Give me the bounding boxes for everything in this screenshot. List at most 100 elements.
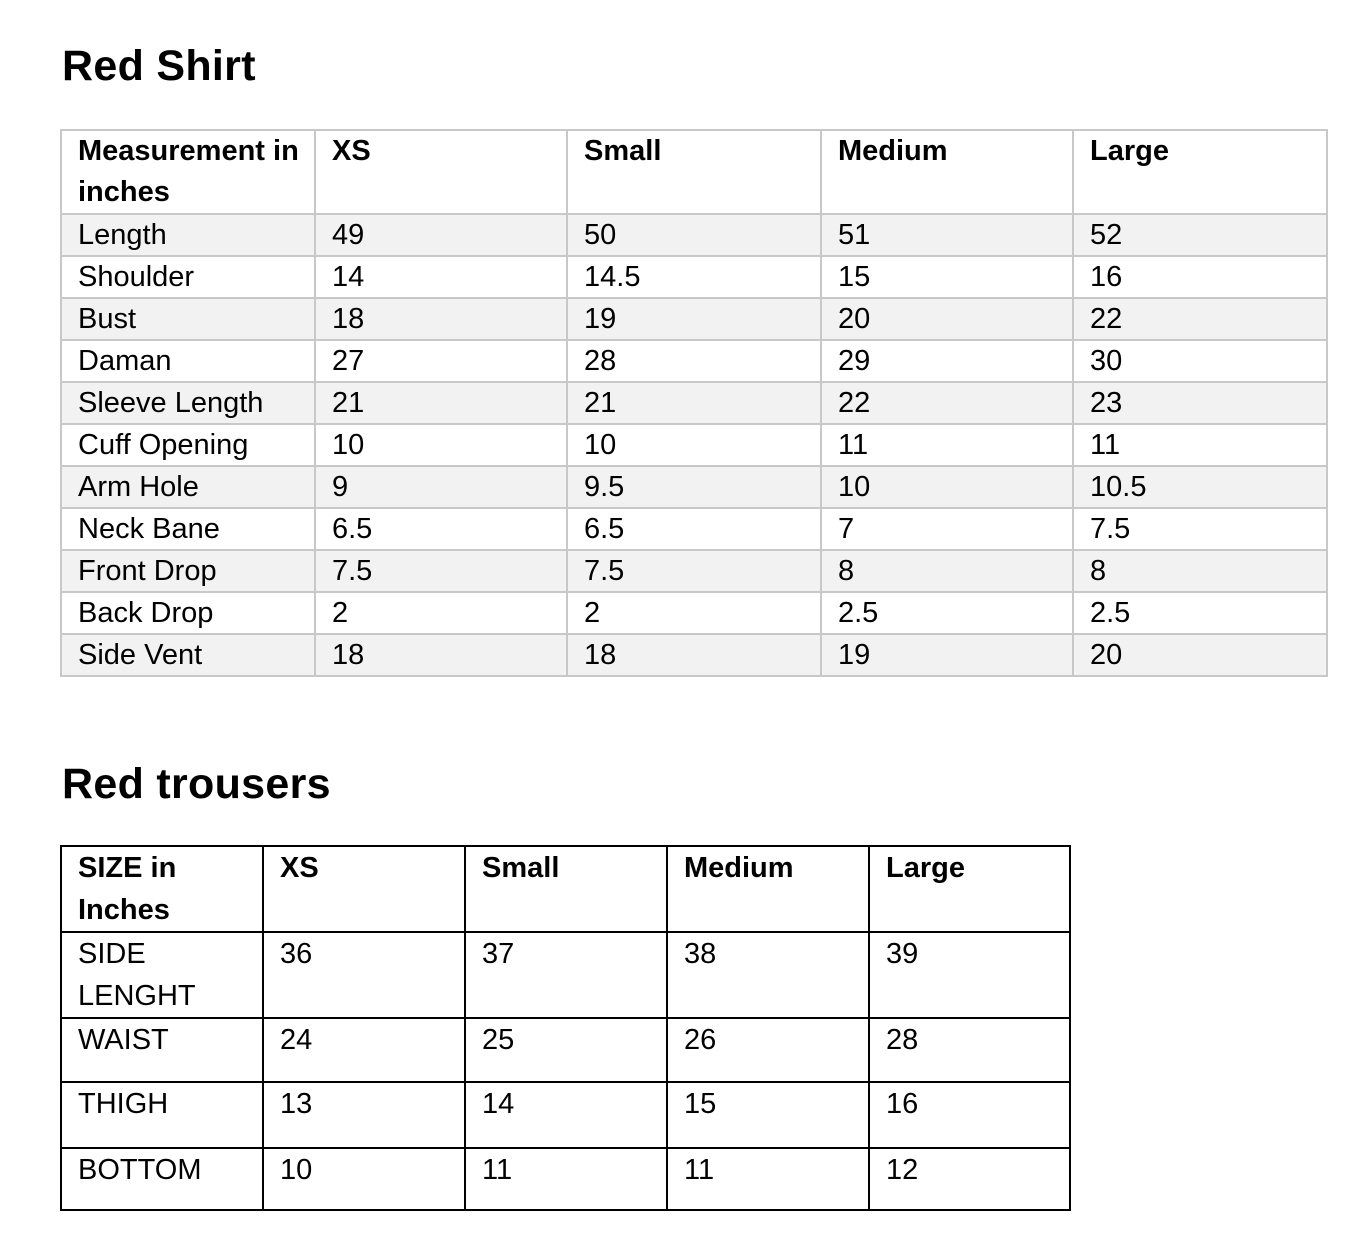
table-cell: 10	[566, 423, 822, 467]
table-cell: 15	[820, 255, 1074, 299]
table-row: Side Vent 18 18 19 20	[60, 633, 1328, 677]
table-cell: 52	[1072, 213, 1328, 257]
table-header-row: Measurement in inches XS Small Medium Large	[60, 129, 1328, 215]
row-label: Cuff Opening	[60, 423, 316, 467]
table-cell: 8	[820, 549, 1074, 593]
table-cell: 51	[820, 213, 1074, 257]
table-cell: 49	[314, 213, 568, 257]
table-row: Cuff Opening 10 10 11 11	[60, 423, 1328, 467]
table-cell: 27	[314, 339, 568, 383]
column-header: Medium	[820, 129, 1074, 215]
row-label: Length	[60, 213, 316, 257]
table-cell: 22	[820, 381, 1074, 425]
table-cell: 7.5	[566, 549, 822, 593]
table-cell: 14	[464, 1081, 668, 1149]
table-cell: 28	[566, 339, 822, 383]
table-cell: 16	[868, 1081, 1071, 1149]
table-cell: 12	[868, 1147, 1071, 1211]
table-row: Length 49 50 51 52	[60, 213, 1328, 257]
table-cell: 19	[820, 633, 1074, 677]
table-row: WAIST 24 25 26 28	[60, 1017, 1071, 1083]
column-header: XS	[314, 129, 568, 215]
table-cell: 10	[314, 423, 568, 467]
table-cell: 14.5	[566, 255, 822, 299]
table-cell: 7.5	[314, 549, 568, 593]
table-cell: 9	[314, 465, 568, 509]
row-label: Neck Bane	[60, 507, 316, 551]
table-cell: 30	[1072, 339, 1328, 383]
table-cell: 37	[464, 931, 668, 1019]
table-cell: 2.5	[820, 591, 1074, 635]
table-row: Arm Hole 9 9.5 10 10.5	[60, 465, 1328, 509]
table-cell: 10	[820, 465, 1074, 509]
table-cell: 2	[314, 591, 568, 635]
table-row: Daman 27 28 29 30	[60, 339, 1328, 383]
table-cell: 11	[1072, 423, 1328, 467]
trousers-title: Red trousers	[62, 760, 331, 808]
row-label: Back Drop	[60, 591, 316, 635]
table-cell: 9.5	[566, 465, 822, 509]
table-cell: 11	[464, 1147, 668, 1211]
table-cell: 16	[1072, 255, 1328, 299]
column-header: Large	[1072, 129, 1328, 215]
table-cell: 29	[820, 339, 1074, 383]
table-cell: 50	[566, 213, 822, 257]
table-cell: 24	[262, 1017, 466, 1083]
table-cell: 19	[566, 297, 822, 341]
table-cell: 18	[566, 633, 822, 677]
row-label: Bust	[60, 297, 316, 341]
table-row: THIGH 13 14 15 16	[60, 1081, 1071, 1149]
table-cell: 23	[1072, 381, 1328, 425]
table-cell: 21	[314, 381, 568, 425]
row-label: SIDE LENGHT	[60, 931, 264, 1019]
table-cell: 22	[1072, 297, 1328, 341]
table-cell: 2	[566, 591, 822, 635]
row-label: WAIST	[60, 1017, 264, 1083]
table-cell: 20	[1072, 633, 1328, 677]
table-cell: 13	[262, 1081, 466, 1149]
table-row: SIDE LENGHT 36 37 38 39	[60, 931, 1071, 1019]
table-cell: 18	[314, 297, 568, 341]
table-row: Bust 18 19 20 22	[60, 297, 1328, 341]
table-cell: 15	[666, 1081, 870, 1149]
table-row: Neck Bane 6.5 6.5 7 7.5	[60, 507, 1328, 551]
table-cell: 10	[262, 1147, 466, 1211]
table-cell: 10.5	[1072, 465, 1328, 509]
table-cell: 6.5	[566, 507, 822, 551]
column-header: Small	[566, 129, 822, 215]
trousers-size-table: SIZE in Inches XS Small Medium Large SIDE LE…	[60, 845, 1071, 1211]
column-header: XS	[262, 845, 466, 933]
table-cell: 14	[314, 255, 568, 299]
row-label: Shoulder	[60, 255, 316, 299]
table-cell: 11	[820, 423, 1074, 467]
table-cell: 18	[314, 633, 568, 677]
table-cell: 8	[1072, 549, 1328, 593]
table-cell: 26	[666, 1017, 870, 1083]
shirt-title: Red Shirt	[62, 42, 256, 90]
table-row: BOTTOM 10 11 11 12	[60, 1147, 1071, 1211]
table-cell: 7	[820, 507, 1074, 551]
table-cell: 7.5	[1072, 507, 1328, 551]
column-header: SIZE in Inches	[60, 845, 264, 933]
table-cell: 25	[464, 1017, 668, 1083]
table-cell: 38	[666, 931, 870, 1019]
table-row: Front Drop 7.5 7.5 8 8	[60, 549, 1328, 593]
row-label: Sleeve Length	[60, 381, 316, 425]
column-header: Measurement in inches	[60, 129, 316, 215]
table-header-row: SIZE in Inches XS Small Medium Large	[60, 845, 1071, 933]
table-cell: 21	[566, 381, 822, 425]
table-cell: 2.5	[1072, 591, 1328, 635]
table-row: Shoulder 14 14.5 15 16	[60, 255, 1328, 299]
column-header: Large	[868, 845, 1071, 933]
table-cell: 6.5	[314, 507, 568, 551]
column-header: Small	[464, 845, 668, 933]
table-row: Back Drop 2 2 2.5 2.5	[60, 591, 1328, 635]
row-label: THIGH	[60, 1081, 264, 1149]
row-label: Front Drop	[60, 549, 316, 593]
table-cell: 39	[868, 931, 1071, 1019]
row-label: BOTTOM	[60, 1147, 264, 1211]
row-label: Daman	[60, 339, 316, 383]
table-cell: 28	[868, 1017, 1071, 1083]
table-cell: 20	[820, 297, 1074, 341]
row-label: Arm Hole	[60, 465, 316, 509]
